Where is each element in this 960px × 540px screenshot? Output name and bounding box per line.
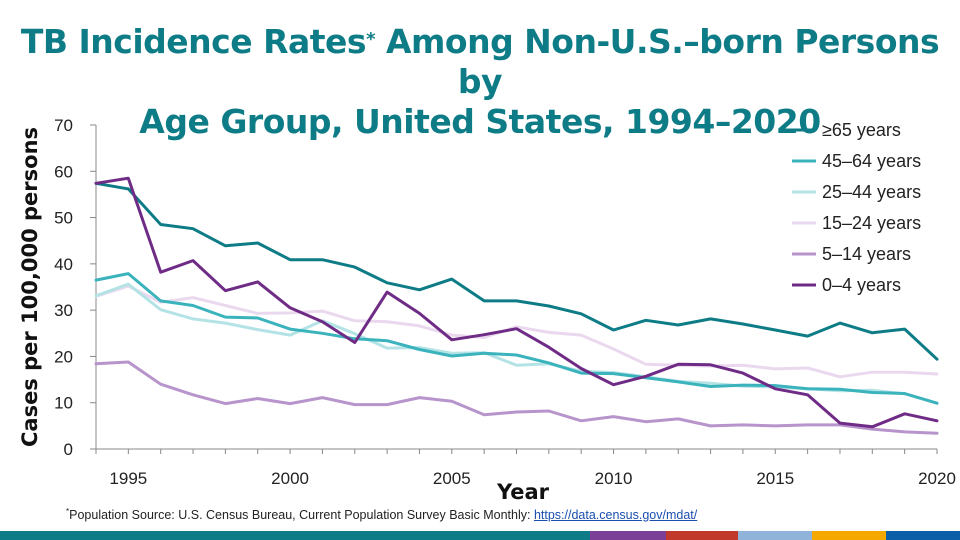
bar-segment <box>0 531 590 540</box>
y-tick-label: 70 <box>54 116 73 135</box>
x-tick-label: 2005 <box>433 469 471 488</box>
legend-label: ≥65 years <box>822 120 901 140</box>
y-tick-label: 0 <box>64 440 73 459</box>
legend: ≥65 years 45–64 years 25–44 years 15–24 yea… <box>792 120 921 295</box>
footnote-text: Population Source: U.S. Census Bureau, C… <box>69 508 534 523</box>
bottom-color-bar <box>0 531 960 540</box>
source-link[interactable]: https://data.census.gov/mdat/ <box>533 508 698 523</box>
bar-segment <box>666 531 738 540</box>
y-tick-label: 50 <box>54 209 73 228</box>
legend-label: 5–14 years <box>822 244 911 264</box>
series-line-5 <box>94 176 939 429</box>
x-axis-title: Year <box>496 480 550 504</box>
x-tick-label: 2010 <box>595 469 633 488</box>
y-tick-label: 10 <box>54 394 73 413</box>
chart-title: TB Incidence Rates* Among Non-U.S.–born … <box>0 22 960 142</box>
legend-label: 45–64 years <box>822 151 921 171</box>
y-tick-label: 60 <box>54 162 73 181</box>
footnote: *Population Source: U.S. Census Bureau, … <box>66 507 697 522</box>
x-tick-label: 2000 <box>271 469 309 488</box>
title-marker: * <box>366 29 375 50</box>
legend-label: 0–4 years <box>822 275 901 295</box>
series-line-0 <box>94 181 939 361</box>
legend-label: 15–24 years <box>822 213 921 233</box>
footnote-marker: * <box>66 507 70 516</box>
bar-segment <box>812 531 886 540</box>
y-tick-label: 20 <box>54 347 73 366</box>
title-line1-a: TB Incidence Rates <box>20 22 367 61</box>
y-axis-title: Cases per 100,000 persons <box>18 127 42 447</box>
series-lines <box>94 176 939 435</box>
plot-axes: 0 10 20 30 40 50 60 70 1995 2000 2005 2010 2015 2020 <box>54 116 956 488</box>
title-line1-b: Among Non-U.S.–born Persons by <box>374 22 940 101</box>
bar-segment <box>886 531 960 540</box>
x-tick-label: 1995 <box>109 469 147 488</box>
x-tick-label: 2020 <box>918 469 956 488</box>
bar-segment <box>590 531 666 540</box>
series-line-4 <box>94 360 939 435</box>
title-line2: Age Group, United States, 1994–2020 <box>139 102 821 141</box>
bar-segment <box>738 531 812 540</box>
y-tick-label: 30 <box>54 301 73 320</box>
legend-label: 25–44 years <box>822 182 921 202</box>
series-line-3 <box>94 284 939 379</box>
x-tick-label: 2015 <box>756 469 794 488</box>
series-line-1 <box>94 272 939 405</box>
y-tick-label: 40 <box>54 255 73 274</box>
